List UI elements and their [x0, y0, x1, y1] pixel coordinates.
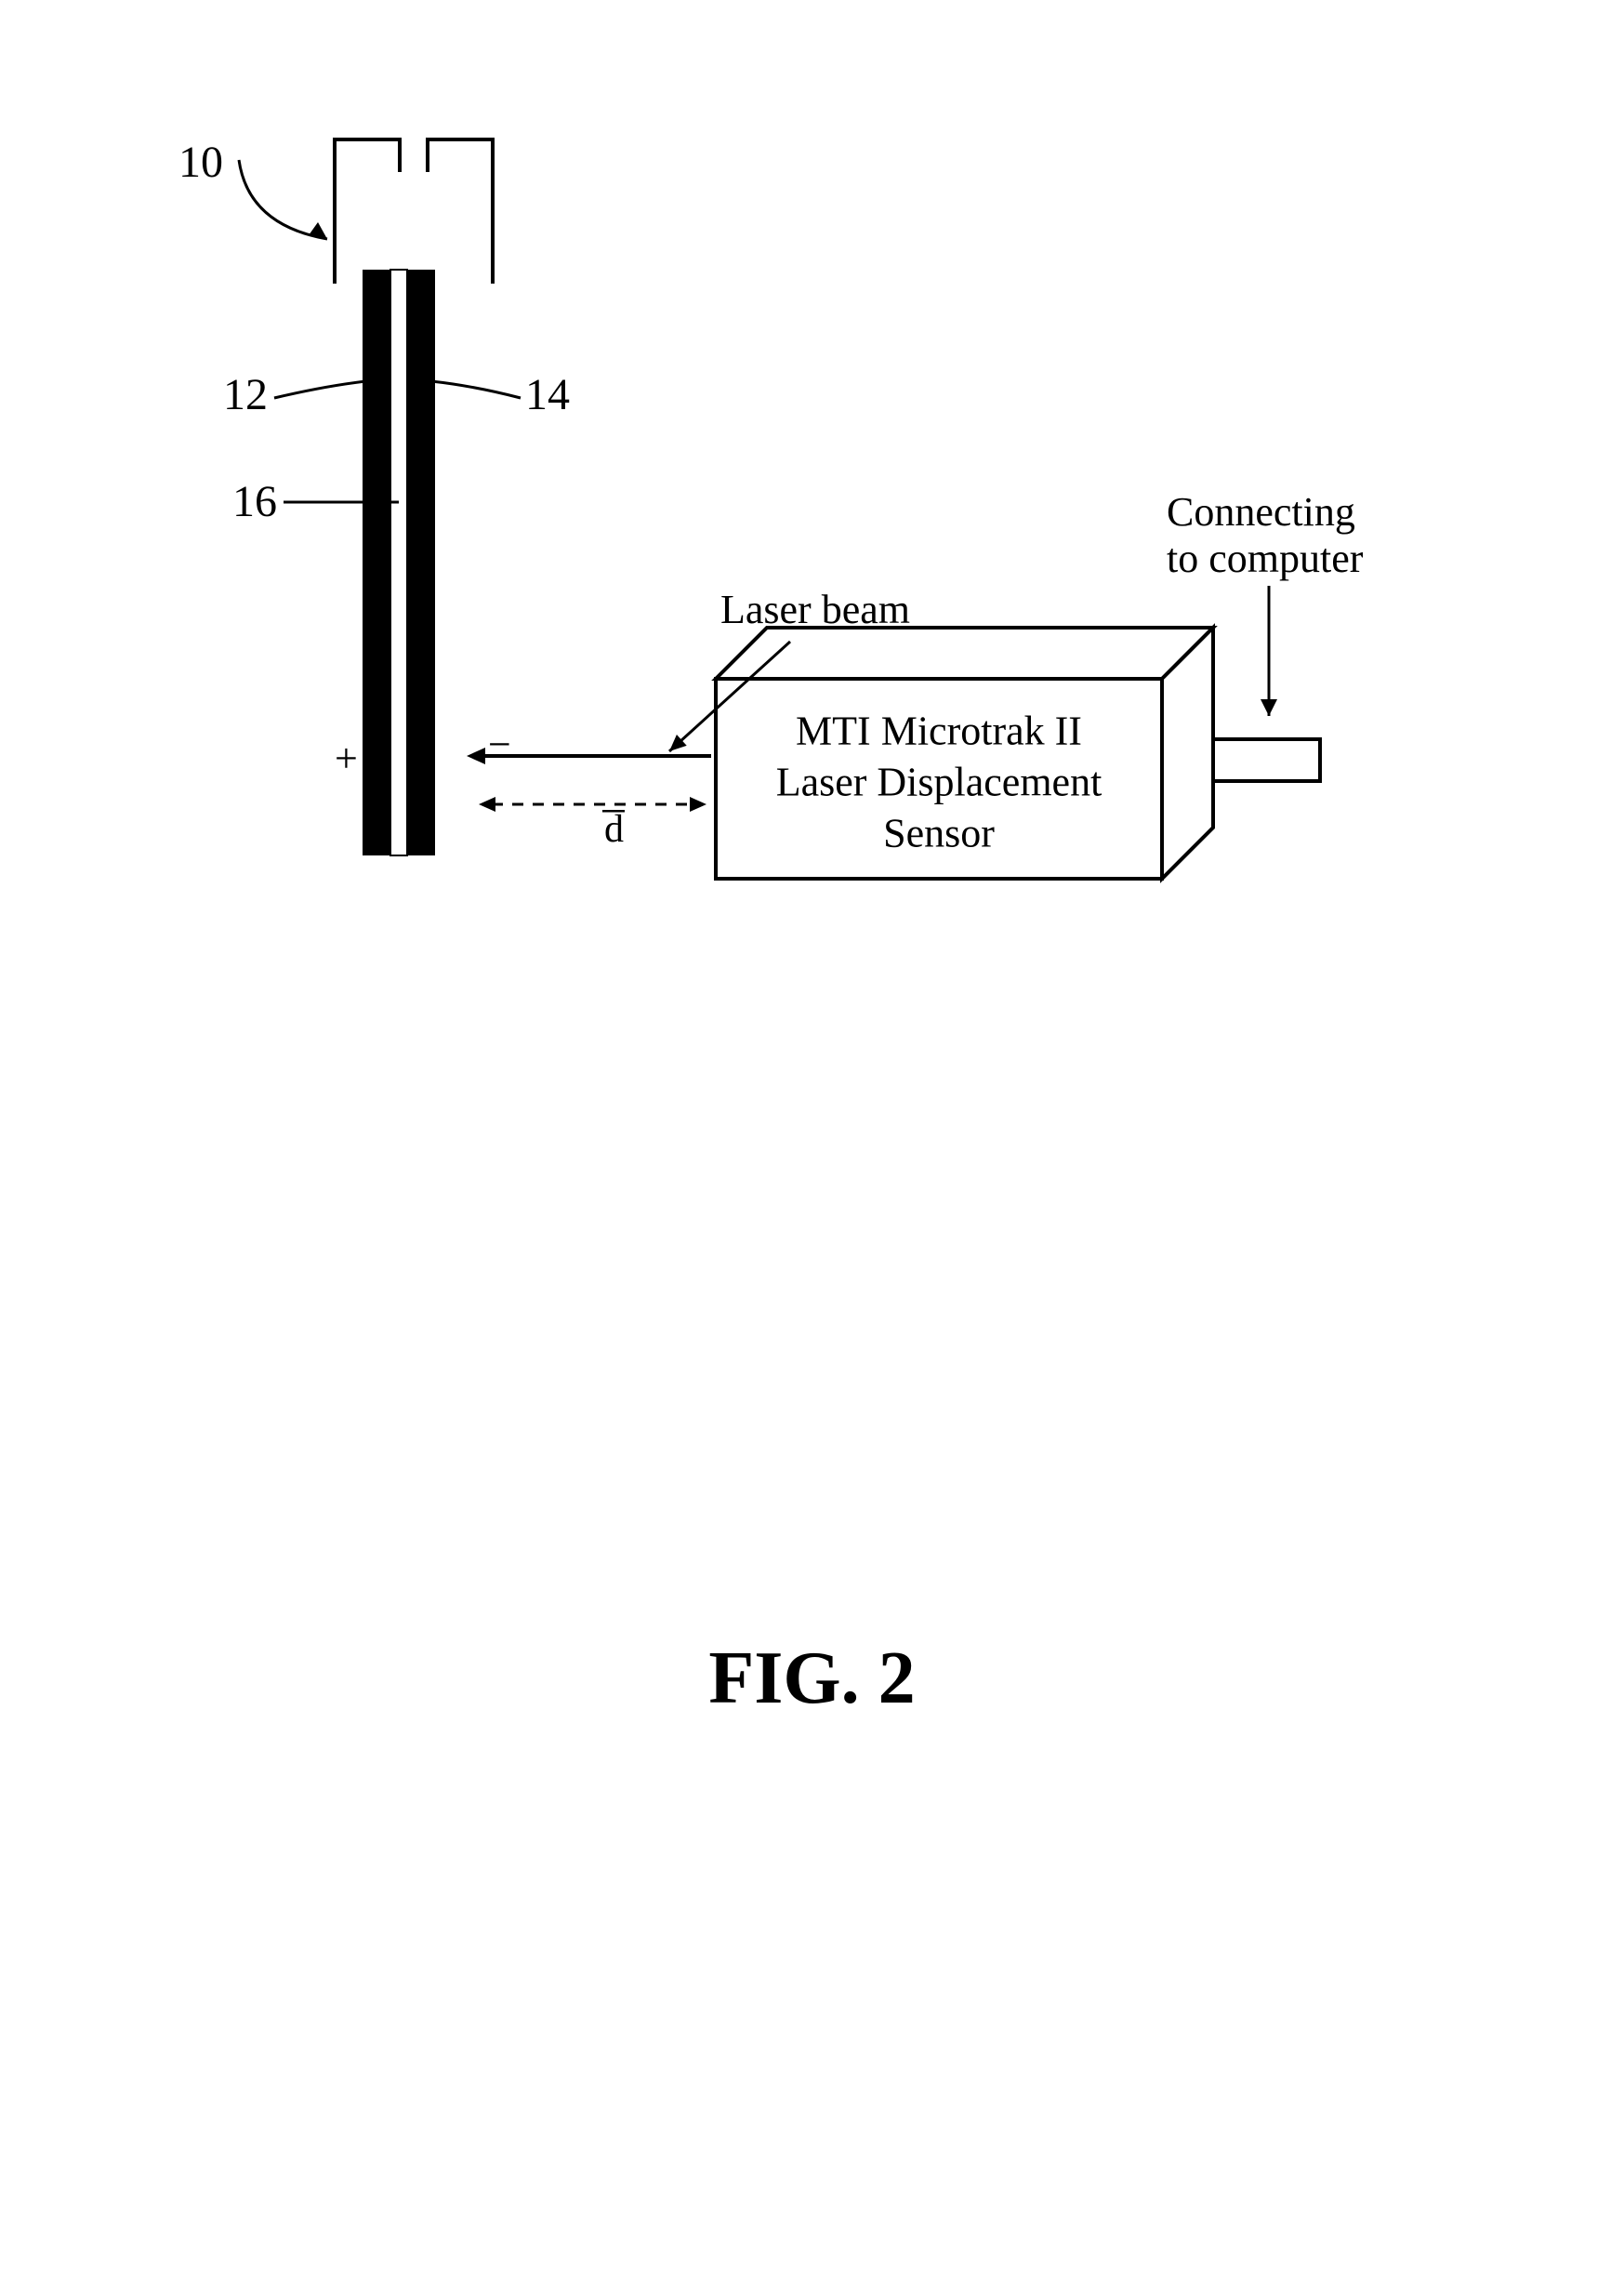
distance-d-label: d: [604, 808, 624, 851]
sensor-text-line-2: Sensor: [883, 811, 995, 856]
cantilever: [363, 270, 435, 855]
ref-12-label: 12: [223, 370, 268, 419]
page: MTI Microtrak II Laser Displacement Sensor…: [0, 0, 1624, 2293]
connecting-text-2: to computer: [1167, 536, 1364, 581]
ref-12: 12: [223, 370, 366, 419]
ref-14: 14: [431, 370, 570, 419]
connector-stub: [1213, 739, 1320, 781]
figure-caption: FIG. 2: [0, 1637, 1624, 1721]
sensor-text-line-1: Laser Displacement: [776, 760, 1102, 805]
ref-10-label: 10: [178, 138, 223, 187]
ref-10: 10: [178, 138, 327, 239]
sensor-text-line-0: MTI Microtrak II: [796, 709, 1082, 754]
minus-label: −: [488, 722, 511, 767]
figure-diagram: MTI Microtrak II Laser Displacement Sensor…: [139, 121, 1487, 976]
distance-d: d: [479, 797, 706, 851]
connecting-text-1: Connecting: [1167, 489, 1355, 535]
clamp: [335, 139, 493, 284]
sensor-box: MTI Microtrak II Laser Displacement Sensor: [716, 628, 1213, 879]
laser-beam-text: Laser beam: [720, 587, 910, 632]
ref-16-label: 16: [232, 477, 277, 526]
ref-14-label: 14: [525, 370, 570, 419]
plus-label: +: [335, 736, 358, 781]
